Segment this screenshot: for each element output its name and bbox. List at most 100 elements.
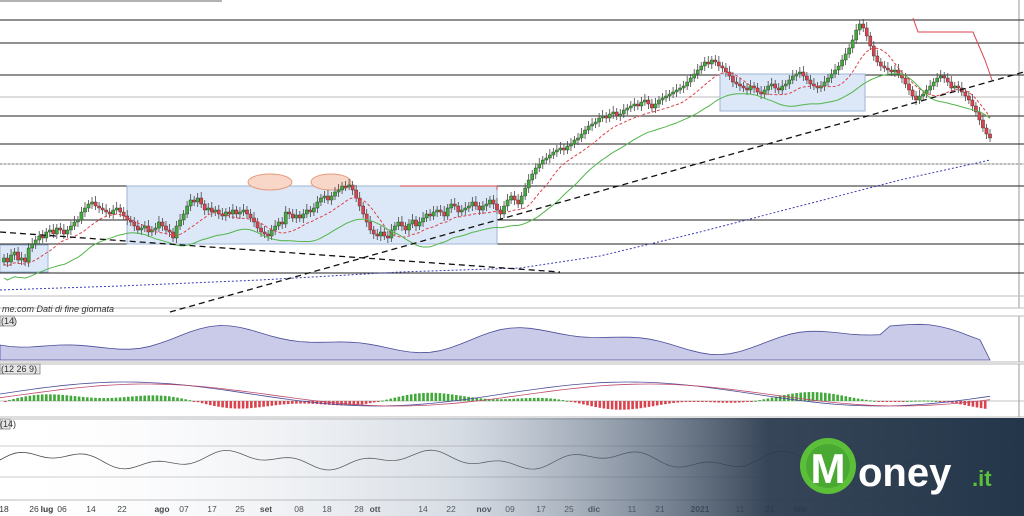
macd-bar-116: [479, 398, 483, 401]
macd-bar-187: [770, 397, 774, 401]
candle-203: [717, 61, 721, 67]
macd-bar-220: [906, 400, 909, 402]
candle-219: [773, 83, 777, 89]
candle-220: [776, 87, 781, 91]
macd-bar-4: [20, 397, 23, 401]
macd-bar-161: [664, 401, 667, 405]
macd-bar-103: [426, 392, 429, 401]
candle-179: [632, 103, 637, 107]
candle-89: [315, 201, 320, 209]
candle-175: [618, 113, 623, 117]
candle-253: [893, 69, 897, 73]
candle-143: [505, 199, 510, 207]
candle-148: [523, 187, 527, 197]
macd-bar-223: [918, 400, 921, 402]
ind2-label: (12 26 9): [1, 364, 37, 374]
candle-151: [533, 167, 538, 175]
macd-bar-214: [881, 401, 884, 402]
candle-86: [305, 209, 309, 215]
candle-104: [368, 221, 373, 231]
candle-38: [136, 225, 140, 231]
candle-160: [565, 145, 570, 151]
candle-130: [459, 209, 464, 213]
macd-bar-133: [549, 398, 552, 401]
candle-111: [393, 225, 397, 231]
candle-20: [72, 221, 77, 227]
macd-bar-121: [500, 399, 503, 401]
indicator-volume-pane: (14): [0, 315, 1024, 363]
macd-bar-150: [619, 401, 622, 410]
trendline-down: [0, 231, 561, 273]
macd-bar-203: [836, 394, 839, 401]
macd-bar-21: [90, 397, 93, 401]
candle-168: [593, 121, 598, 125]
macd-bar-158: [651, 401, 655, 407]
candle-154: [544, 157, 549, 161]
macd-bar-159: [655, 401, 659, 406]
candle-98: [347, 184, 351, 188]
candle-187: [660, 97, 665, 101]
candle-178: [629, 105, 633, 109]
candle-6: [23, 257, 27, 263]
macd-bar-115: [475, 397, 479, 401]
candle-172: [607, 113, 612, 119]
macd-bar-138: [569, 401, 573, 402]
candle-171: [604, 115, 608, 119]
candle-221: [780, 85, 785, 91]
candle-176: [621, 109, 626, 115]
macd-bar-131: [541, 397, 544, 401]
candle-91: [322, 195, 327, 199]
candle-241: [850, 39, 855, 49]
resistance-red-2: [912, 17, 993, 81]
candle-271: [956, 85, 961, 89]
candle-95: [336, 189, 341, 193]
candle-147: [519, 195, 524, 205]
candle-207: [731, 75, 735, 83]
macd-bar-129: [532, 397, 536, 401]
candle-146: [516, 199, 520, 205]
candle-166: [586, 125, 591, 131]
candle-66: [234, 209, 239, 215]
candle-103: [364, 213, 369, 223]
candle-245: [864, 27, 869, 37]
candle-59: [209, 207, 214, 213]
macd-bar-232: [955, 401, 958, 404]
candle-30: [107, 211, 112, 215]
candle-189: [667, 93, 672, 97]
candle-275: [970, 99, 975, 107]
candle-133: [470, 201, 475, 207]
candle-62: [220, 213, 225, 217]
candle-73: [259, 227, 263, 233]
macd-bar-27: [114, 397, 118, 401]
macd-bar-143: [590, 401, 593, 407]
macd-bar-148: [610, 401, 614, 410]
candle-37: [132, 221, 137, 227]
candle-65: [231, 209, 235, 215]
price-pane: me.com Dati di fine giornata: [0, 0, 1024, 314]
macd-bar-10: [45, 394, 48, 401]
candle-234: [826, 77, 830, 83]
candle-11: [40, 235, 45, 239]
source-note: me.com Dati di fine giornata: [2, 304, 114, 314]
macd-bar-70: [291, 401, 294, 404]
candle-7: [26, 247, 31, 263]
macd-bar-49: [204, 401, 208, 405]
macd-bar-217: [893, 401, 897, 402]
macd-bar-173: [713, 401, 716, 403]
macd-bar-17: [73, 396, 77, 401]
candle-96: [340, 185, 344, 191]
macd-bar-54: [225, 401, 228, 408]
candle-28: [100, 207, 105, 211]
candle-149: [526, 179, 531, 189]
macd-bar-8: [36, 394, 40, 401]
macd-bar-175: [721, 401, 725, 403]
ind1-area: [0, 323, 991, 361]
macd-bar-193: [795, 393, 798, 401]
candle-191: [674, 89, 679, 93]
candle-156: [551, 151, 556, 156]
candle-105: [371, 229, 376, 235]
macd-bar-167: [688, 401, 692, 402]
macd-bar-153: [631, 401, 634, 410]
candle-121: [428, 213, 432, 217]
candle-250: [882, 65, 887, 69]
